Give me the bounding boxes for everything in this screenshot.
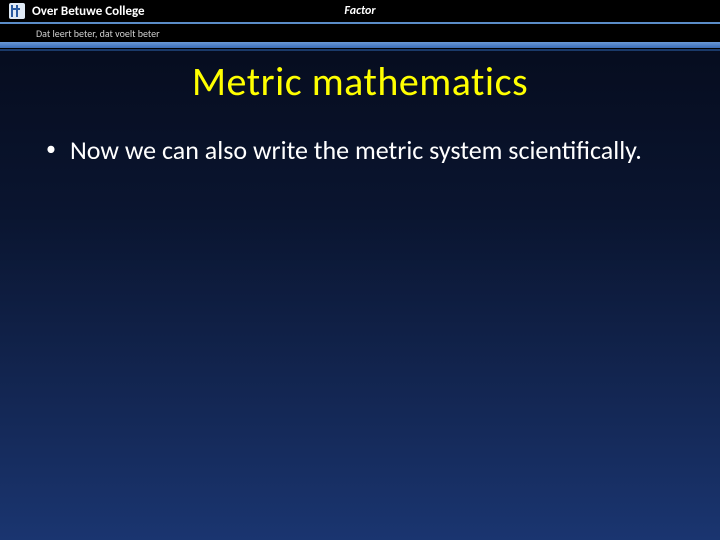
bullet-item: • Now we can also write the metric syste… [40,134,680,166]
header-underline [0,49,720,51]
header-top-row: Over Betuwe College Factor [0,0,720,22]
slide-content: • Now we can also write the metric syste… [0,106,720,166]
org-logo-icon [8,2,26,20]
bullet-text: Now we can also write the metric system … [70,134,642,166]
header-center-label: Factor [344,4,375,18]
slide-title: Metric mathematics [0,57,720,106]
bullet-marker: • [46,134,56,164]
header-blue-bar [0,42,720,48]
tagline: Dat leert beter, dat voelt beter [36,27,160,40]
header-bottom-row: Dat leert beter, dat voelt beter [0,24,720,42]
org-name: Over Betuwe College [32,4,145,19]
header-band: Over Betuwe College Factor Dat leert bet… [0,0,720,51]
